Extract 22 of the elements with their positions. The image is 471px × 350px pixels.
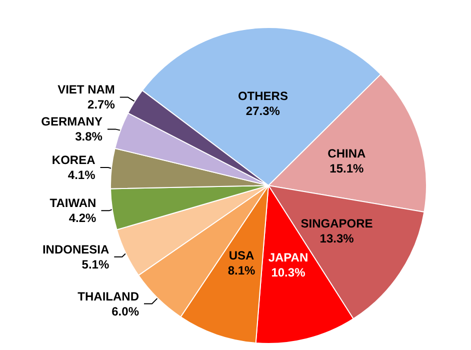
slice-label: JAPAN [268, 250, 308, 265]
slice-label: SINGAPORE [300, 216, 373, 230]
slice-label: INDONESIA [42, 242, 110, 256]
data-label: 5.1% [82, 257, 110, 272]
data-label: 10.3% [271, 266, 306, 280]
slice-label: KOREA [52, 153, 96, 168]
data-label: 2.7% [88, 98, 116, 112]
slice-label: OTHERS [238, 89, 288, 104]
data-label: 4.2% [68, 211, 97, 226]
slice-label: GERMANY [41, 114, 102, 129]
data-label: 15.1% [330, 161, 364, 176]
data-label: 4.1% [68, 168, 96, 182]
slice-label: TAIWAN [50, 196, 96, 210]
data-label: 3.8% [75, 130, 103, 144]
data-label: 13.3% [320, 231, 354, 246]
slice-label: CHINA [328, 146, 366, 160]
data-label: 6.0% [112, 304, 140, 318]
slice-label: USA [228, 248, 255, 262]
slice-label: VIET NAM [58, 82, 115, 97]
data-label: 8.1% [228, 263, 256, 278]
data-label: 27.3% [246, 104, 280, 118]
slice-label: THAILAND [78, 289, 140, 304]
